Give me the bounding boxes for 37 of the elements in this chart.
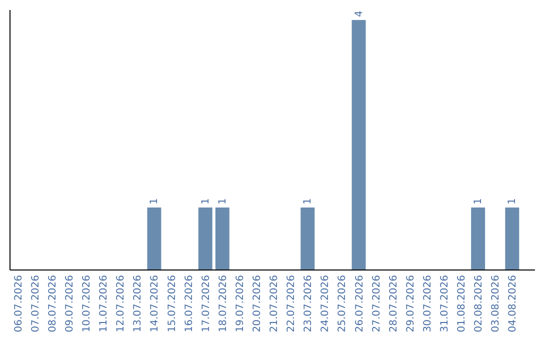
x-tick-label: 22.07.2026 xyxy=(286,275,298,332)
x-tick-label: 25.07.2026 xyxy=(337,275,348,332)
x-tick-label: 29.07.2026 xyxy=(405,275,416,332)
x-tick-label: 10.07.2026 xyxy=(82,275,93,332)
x-tick-label: 27.07.2026 xyxy=(371,275,382,332)
data-label: 1 xyxy=(507,198,518,204)
x-tick-label: 17.07.2026 xyxy=(200,275,212,332)
data-label: 1 xyxy=(149,198,160,204)
x-tick-label: 04.08.2026 xyxy=(508,275,519,332)
x-tick-label: 03.08.2026 xyxy=(490,275,502,332)
x-tick-label: 08.07.2026 xyxy=(47,275,58,332)
x-tick-label: 01.08.2026 xyxy=(456,275,468,332)
x-tick-label: 18.07.2026 xyxy=(218,275,229,332)
x-tick-label: 16.07.2026 xyxy=(184,275,195,332)
x-tick-label: 21.07.2026 xyxy=(269,275,280,332)
x-tick-label: 02.08.2026 xyxy=(474,275,485,332)
x-tick-label: 12.07.2026 xyxy=(116,275,127,332)
x-tick-label: 09.07.2026 xyxy=(64,275,76,332)
x-tick-label: 19.07.2026 xyxy=(234,275,246,332)
data-label: 1 xyxy=(200,198,212,204)
x-tick-label: 13.07.2026 xyxy=(132,275,144,332)
data-label: 4 xyxy=(354,10,365,17)
x-tick-label: 14.07.2026 xyxy=(150,275,161,332)
x-tick-label: 31.07.2026 xyxy=(439,275,450,332)
x-tick-label: 06.07.2026 xyxy=(13,275,24,332)
data-label: 1 xyxy=(217,198,228,204)
data-label: 1 xyxy=(473,198,484,204)
x-tick-label: 20.07.2026 xyxy=(252,275,263,332)
x-tick-label: 28.07.2026 xyxy=(388,275,400,332)
x-tick-label: 26.07.2026 xyxy=(354,275,366,332)
x-tick-label: 24.07.2026 xyxy=(320,275,332,332)
x-tick-label: 07.07.2026 xyxy=(30,275,42,332)
x-tick-label: 30.07.2026 xyxy=(422,275,434,332)
data-label: 1 xyxy=(302,198,314,204)
x-tick-label: 11.07.2026 xyxy=(98,275,110,332)
x-tick-label: 15.07.2026 xyxy=(166,275,178,332)
x-tick-label: 23.07.2026 xyxy=(303,275,314,332)
